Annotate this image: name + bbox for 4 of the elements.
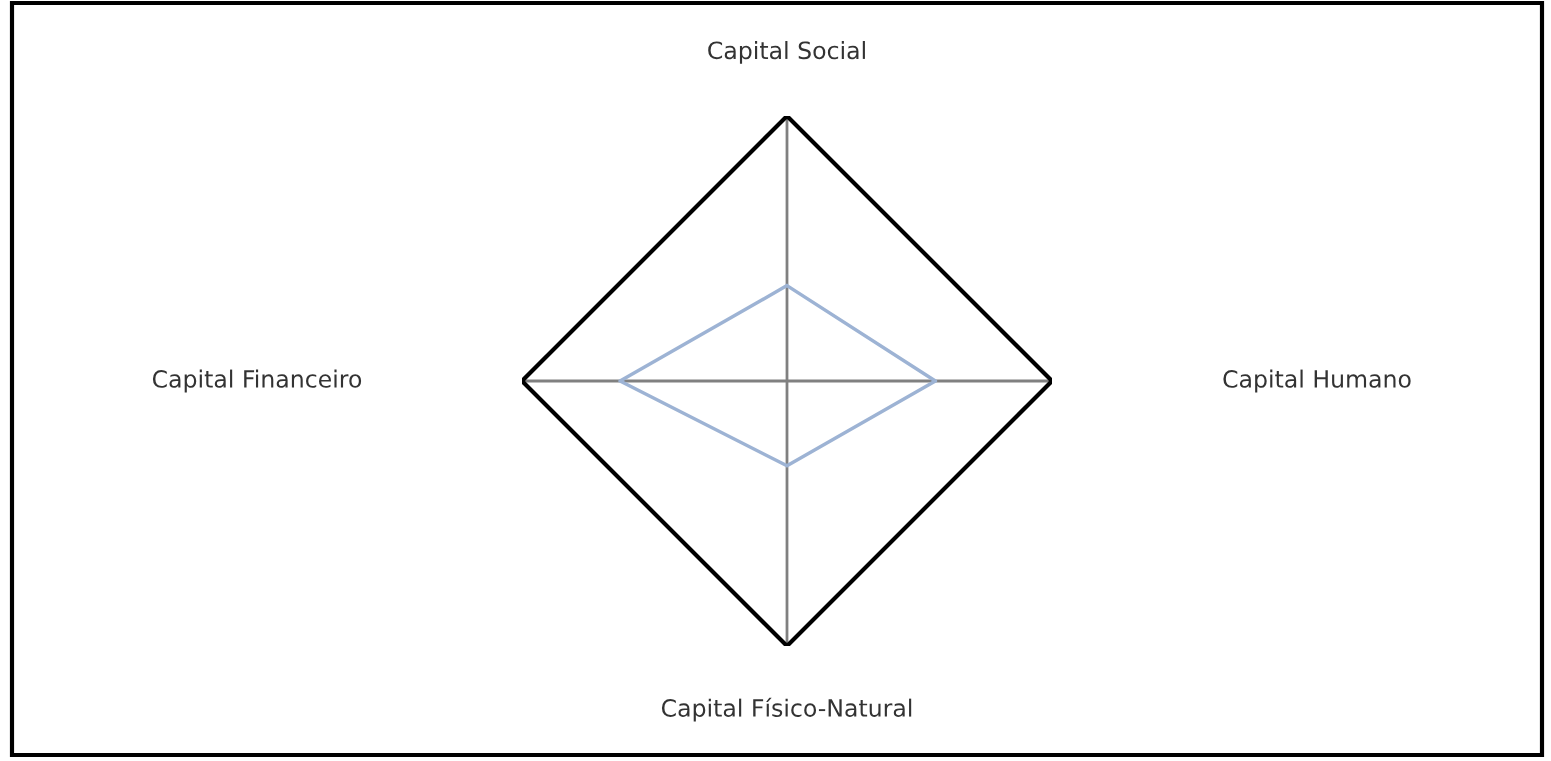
spoke-label: Capital Humano xyxy=(1223,369,1411,393)
spoke-label: Capital Financeiro xyxy=(152,369,362,393)
spoke-label: Capital Físico-Natural xyxy=(661,697,912,722)
spoke-label: Capital Social xyxy=(708,40,865,64)
